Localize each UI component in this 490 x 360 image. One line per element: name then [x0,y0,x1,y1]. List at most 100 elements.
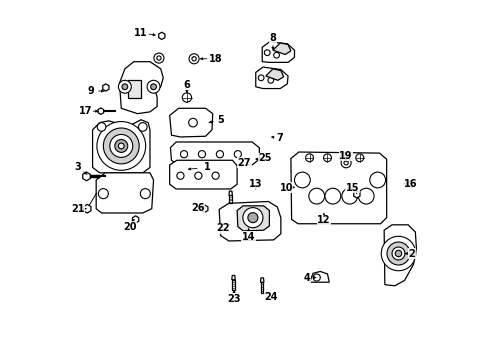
Polygon shape [98,108,103,114]
Circle shape [248,213,258,223]
Circle shape [294,172,310,188]
Circle shape [97,123,106,131]
Polygon shape [132,216,139,223]
Circle shape [98,189,108,199]
Circle shape [381,236,416,271]
Text: 27: 27 [238,158,251,168]
Polygon shape [256,67,288,89]
Circle shape [325,188,341,204]
Circle shape [97,122,146,170]
Text: 14: 14 [242,232,255,242]
Circle shape [180,150,188,158]
Polygon shape [262,42,294,62]
Circle shape [258,75,264,81]
Polygon shape [291,152,387,224]
Circle shape [387,242,410,265]
Circle shape [212,172,219,179]
Text: 26: 26 [191,203,204,213]
Circle shape [392,247,405,260]
Circle shape [192,57,196,61]
Circle shape [103,128,139,164]
Text: 15: 15 [346,183,359,193]
Circle shape [356,154,364,162]
Text: 12: 12 [317,215,331,225]
Circle shape [140,189,150,199]
Circle shape [243,208,263,228]
Circle shape [395,250,402,257]
Polygon shape [409,180,415,187]
Polygon shape [170,108,213,137]
Polygon shape [120,62,163,114]
Circle shape [182,93,192,102]
Polygon shape [83,204,91,213]
Polygon shape [170,160,237,189]
Text: 6: 6 [184,80,190,90]
Circle shape [342,188,358,204]
Circle shape [189,54,199,64]
Text: 1: 1 [204,162,211,172]
Text: 2: 2 [408,248,415,258]
Text: 17: 17 [79,106,92,116]
Text: 23: 23 [227,294,240,304]
Text: 16: 16 [404,179,417,189]
Text: 9: 9 [87,86,94,96]
Circle shape [370,172,386,188]
Circle shape [177,172,184,179]
Circle shape [216,150,223,158]
Polygon shape [273,43,291,54]
Circle shape [274,52,279,58]
Circle shape [268,77,274,83]
Text: 18: 18 [209,54,222,64]
Text: 11: 11 [134,28,147,38]
Polygon shape [354,191,360,198]
Polygon shape [229,191,232,195]
Circle shape [151,84,156,90]
Polygon shape [237,206,270,231]
Circle shape [154,53,164,63]
Text: 24: 24 [264,292,277,302]
Circle shape [139,123,147,131]
Circle shape [323,154,331,162]
Circle shape [234,150,242,158]
Circle shape [147,80,160,93]
Circle shape [189,118,197,127]
Circle shape [198,150,205,158]
Circle shape [313,274,320,281]
Text: 4: 4 [303,273,310,283]
Text: 8: 8 [270,33,276,43]
Polygon shape [261,282,264,293]
Circle shape [119,80,131,93]
Text: 3: 3 [75,162,82,172]
Polygon shape [261,278,264,282]
Circle shape [344,161,348,165]
Polygon shape [232,280,235,291]
Polygon shape [171,142,259,165]
Circle shape [341,158,351,168]
Text: 21: 21 [72,204,85,215]
Polygon shape [103,84,109,91]
Polygon shape [229,195,232,203]
Circle shape [265,50,270,55]
Text: 25: 25 [258,153,272,163]
Polygon shape [83,172,90,181]
Circle shape [306,154,314,162]
Circle shape [122,84,128,90]
Circle shape [157,56,161,60]
Circle shape [115,139,128,152]
Polygon shape [310,271,329,282]
Polygon shape [128,80,141,98]
Polygon shape [266,69,284,80]
Polygon shape [159,32,165,40]
Polygon shape [219,202,281,241]
Text: 10: 10 [279,183,293,193]
Circle shape [309,188,324,204]
Circle shape [195,172,202,179]
Text: 22: 22 [217,224,230,233]
Polygon shape [384,225,416,286]
Text: 19: 19 [340,150,353,161]
Polygon shape [93,120,150,173]
Circle shape [340,154,347,162]
Polygon shape [96,173,153,213]
Text: 5: 5 [217,115,224,125]
Polygon shape [202,205,208,212]
